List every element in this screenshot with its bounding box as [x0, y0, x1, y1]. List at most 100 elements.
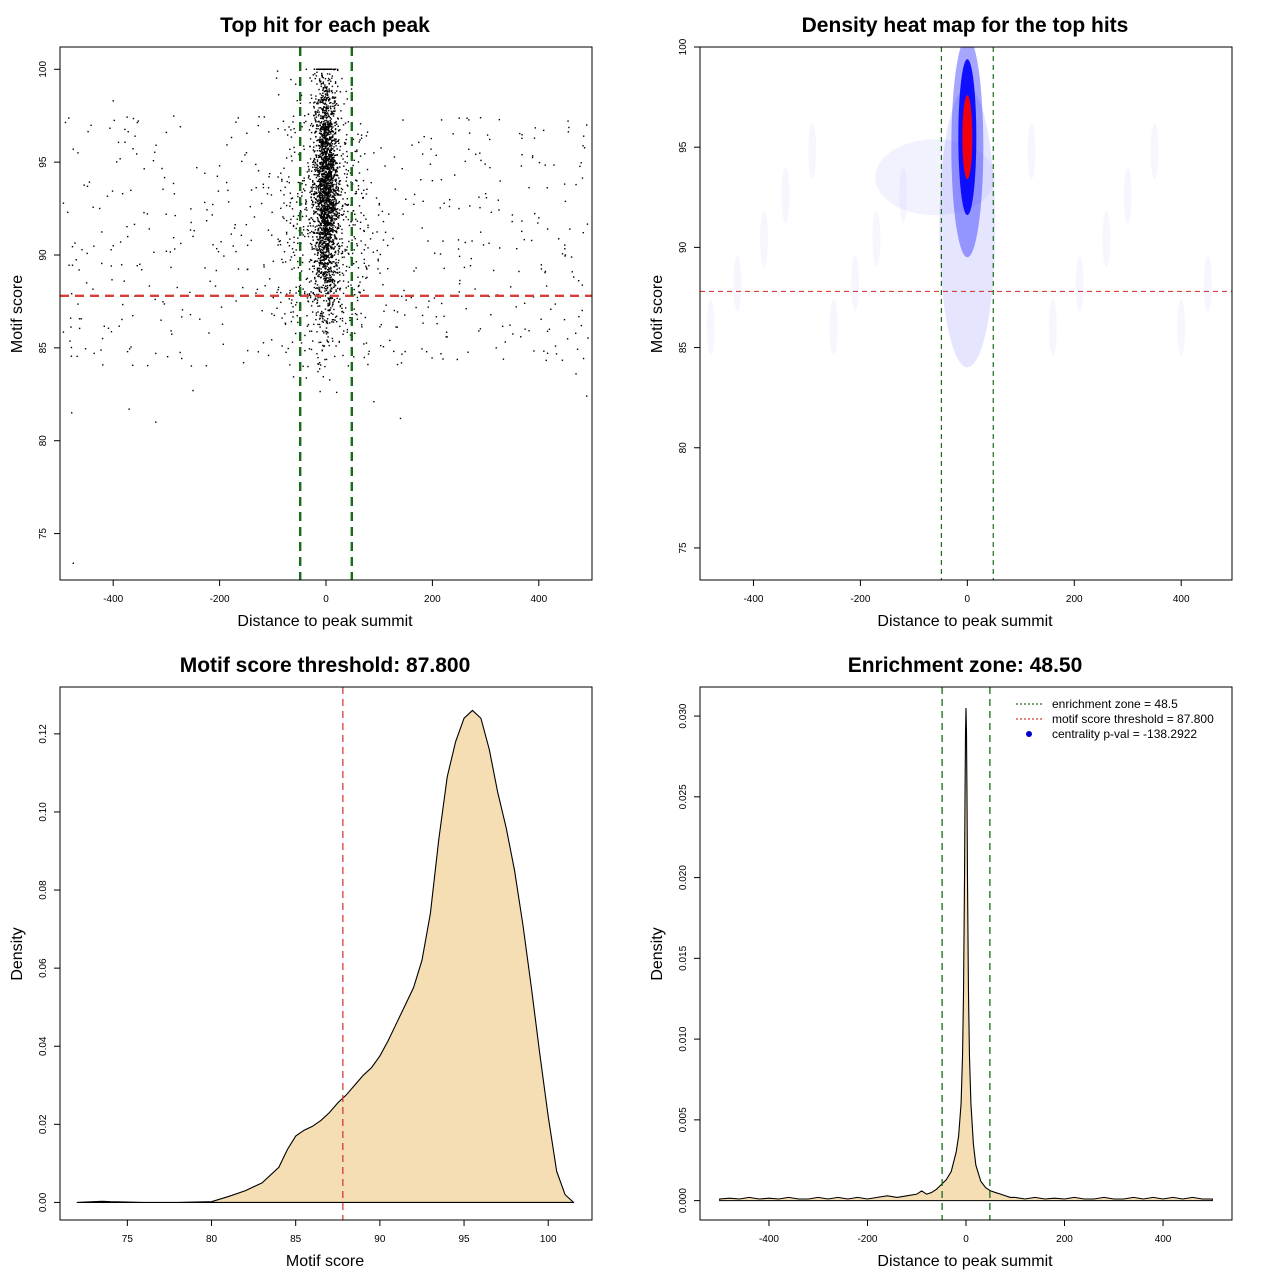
scatter-point	[324, 158, 327, 161]
scatter-point	[321, 246, 323, 248]
scatter-point	[278, 240, 280, 243]
scatter-point	[152, 160, 155, 162]
scatter-point	[321, 215, 323, 217]
scatter-point	[315, 280, 317, 282]
scatter-point	[329, 238, 331, 241]
scatter-point	[321, 261, 323, 264]
scatter-point	[563, 183, 566, 185]
scatter-point	[331, 124, 333, 126]
scatter-point	[328, 169, 330, 171]
scatter-point	[341, 205, 344, 207]
scatter-point	[330, 217, 333, 219]
scatter-point	[78, 269, 80, 271]
scatter-point	[297, 242, 299, 244]
scatter-point	[308, 168, 310, 171]
scatter-point	[321, 170, 323, 172]
scatter-point	[324, 196, 326, 199]
scatter-point	[329, 212, 331, 214]
scatter-point	[328, 91, 330, 93]
scatter-point	[325, 161, 328, 164]
scatter-point	[331, 171, 333, 173]
scatter-point	[303, 179, 305, 182]
scatter-point	[318, 289, 320, 291]
scatter-point	[286, 293, 288, 295]
scatter-point	[324, 152, 327, 154]
scatter-point	[321, 349, 323, 351]
scatter-point	[564, 254, 567, 256]
scatter-point	[440, 352, 442, 355]
scatter-point	[325, 125, 327, 128]
heatmap-background-cell	[1204, 255, 1212, 311]
scatter-point	[320, 286, 322, 288]
scatter-point	[575, 332, 577, 335]
scatter-point	[324, 195, 326, 197]
scatter-point	[283, 251, 286, 253]
scatter-point	[325, 257, 328, 260]
scatter-point	[325, 86, 328, 89]
scatter-point	[301, 191, 303, 194]
scatter-point	[332, 126, 334, 128]
scatter-point	[347, 170, 350, 172]
scatter-point	[283, 217, 285, 220]
distance-density-y-tick-label: 0.005	[678, 1107, 689, 1132]
scatter-point	[326, 287, 328, 290]
scatter-point	[337, 208, 339, 210]
scatter-point	[317, 323, 319, 326]
scatter-point	[321, 244, 323, 246]
scatter-point	[404, 350, 406, 353]
scatter-point	[320, 268, 322, 270]
scatter-point	[315, 167, 317, 169]
scatter-point	[326, 92, 328, 94]
score-density-panel: Motif score threshold: 87.800 Motif scor…	[9, 654, 593, 1270]
scatter-point	[81, 248, 83, 251]
scatter-point	[323, 169, 325, 171]
scatter-point	[322, 227, 325, 229]
scatter-point	[313, 286, 315, 289]
scatter-point	[339, 305, 342, 308]
scatter-point	[322, 100, 324, 102]
scatter-point	[322, 253, 325, 255]
scatter-point	[521, 230, 523, 233]
scatter-point	[325, 209, 328, 211]
scatter-point	[348, 253, 350, 255]
scatter-point	[316, 216, 319, 219]
scatter-point	[346, 162, 348, 164]
scatter-point	[319, 254, 322, 256]
scatter-point	[334, 81, 337, 83]
scatter-point	[321, 220, 323, 222]
scatter-point	[330, 307, 332, 309]
scatter-point	[313, 102, 315, 104]
scatter-point	[319, 180, 322, 182]
scatter-point	[327, 142, 329, 144]
scatter-point	[339, 304, 342, 307]
scatter-point	[268, 131, 270, 133]
scatter-point	[171, 333, 173, 335]
scatter-point	[316, 331, 318, 333]
scatter-point	[396, 326, 398, 328]
scatter-point	[340, 214, 343, 216]
scatter-point	[370, 181, 372, 184]
scatter-point	[290, 311, 292, 314]
scatter-point	[301, 215, 304, 218]
scatter-point	[341, 320, 344, 322]
scatter-point	[326, 269, 329, 271]
scatter-point	[326, 201, 328, 203]
scatter-point	[307, 365, 309, 368]
scatter-point	[339, 238, 341, 240]
scatter-point	[353, 288, 355, 291]
scatter-point	[523, 238, 526, 241]
scatter-point	[326, 194, 329, 196]
scatter-point	[332, 160, 335, 162]
scatter-point	[318, 263, 321, 265]
scatter-point	[209, 280, 211, 283]
scatter-point	[298, 285, 301, 288]
scatter-point	[377, 214, 380, 216]
scatter-point	[317, 257, 320, 260]
scatter-point	[326, 339, 328, 341]
scatter-point	[316, 241, 318, 244]
scatter-point	[329, 78, 331, 81]
scatter-point	[360, 252, 363, 255]
scatter-point	[366, 168, 369, 171]
scatter-point	[315, 208, 318, 210]
scatter-point	[70, 346, 73, 349]
